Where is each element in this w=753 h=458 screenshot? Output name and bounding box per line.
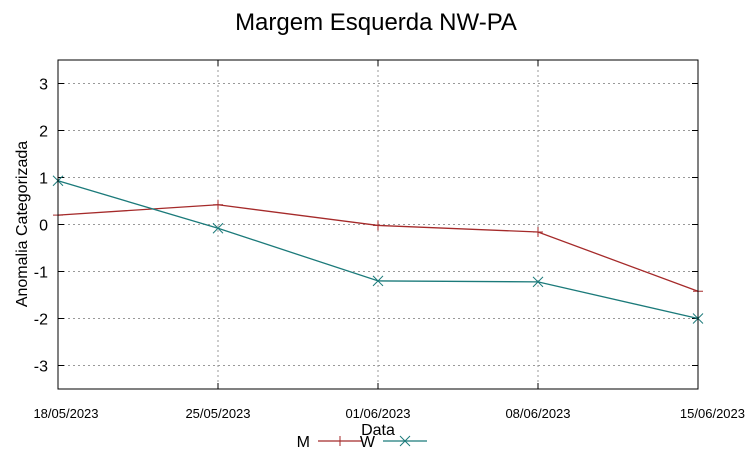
x-tick-label: 01/06/2023 — [345, 406, 410, 421]
y-tick-label: 3 — [39, 77, 48, 94]
data-point-W — [372, 275, 384, 287]
x-axis-label: Data — [361, 422, 395, 439]
y-tick-label: 0 — [39, 218, 48, 235]
x-tick-label: 25/05/2023 — [185, 406, 250, 421]
data-point-W — [532, 276, 544, 288]
y-tick-label: 1 — [39, 171, 48, 188]
y-tick-label: -3 — [34, 359, 48, 376]
data-point-W — [212, 222, 224, 234]
x-tick-label: 18/05/2023 — [33, 406, 98, 421]
x-tick-label: 08/06/2023 — [505, 406, 570, 421]
plot-frame — [57, 59, 699, 390]
x-tick-label: 15/06/2023 — [680, 406, 745, 421]
x-axis-ticks: 18/05/2023 25/05/2023 01/06/2023 08/06/2023… — [33, 60, 745, 421]
y-axis-ticks: 3 2 1 0 -1 -2 -3 — [34, 77, 698, 376]
legend-marker-W — [399, 435, 411, 447]
y-tick-label: 2 — [39, 124, 48, 141]
y-tick-label: -1 — [34, 265, 48, 282]
series-line-M — [57, 204, 699, 292]
chart-title: Margem Esquerda NW-PA — [235, 9, 517, 36]
legend-label-W: W — [360, 434, 376, 451]
y-tick-label: -2 — [34, 312, 48, 329]
y-axis-label: Anomalia Categorizada — [14, 141, 31, 307]
legend-label-M: M — [297, 434, 310, 451]
